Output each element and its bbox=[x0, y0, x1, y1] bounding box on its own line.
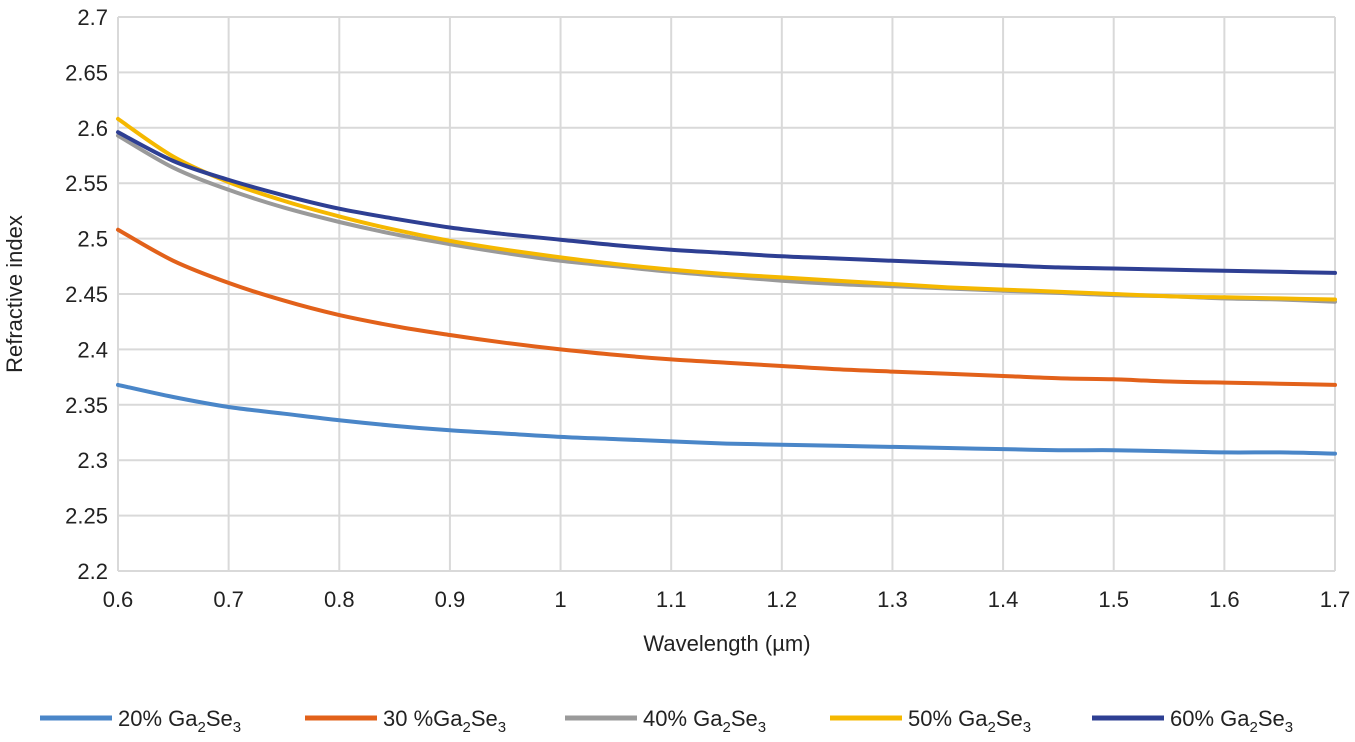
legend-label-sub: 2 bbox=[463, 719, 471, 736]
legend-label: 30 %Ga2Se3 bbox=[383, 706, 506, 736]
legend-label-prefix: 50% Ga bbox=[908, 706, 988, 731]
y-tick-label: 2.6 bbox=[77, 116, 108, 141]
legend-label-prefix: 20% Ga bbox=[118, 706, 198, 731]
legend-label-prefix: 40% Ga bbox=[643, 706, 723, 731]
y-tick-label: 2.7 bbox=[77, 5, 108, 30]
x-tick-label: 1 bbox=[554, 587, 566, 612]
legend-label-mid: Se bbox=[471, 706, 498, 731]
legend-label-mid: Se bbox=[731, 706, 758, 731]
series-line-5 bbox=[116, 130, 1337, 275]
x-tick-label: 1.5 bbox=[1098, 587, 1129, 612]
x-tick-label: 1.2 bbox=[767, 587, 798, 612]
x-tick-label: 1.6 bbox=[1209, 587, 1240, 612]
legend-label-sub: 3 bbox=[498, 719, 506, 736]
x-tick-label: 0.8 bbox=[324, 587, 355, 612]
legend-item-5: 60% Ga2Se3 bbox=[1092, 706, 1293, 736]
x-tick-label: 0.9 bbox=[435, 587, 466, 612]
legend-label-sub: 3 bbox=[1023, 719, 1031, 736]
legend-label-sub: 2 bbox=[723, 719, 731, 736]
legend-label-prefix: 30 %Ga bbox=[383, 706, 463, 731]
legend-item-2: 30 %Ga2Se3 bbox=[305, 706, 506, 736]
legend-label-sub: 3 bbox=[233, 719, 241, 736]
legend-label-mid: Se bbox=[1258, 706, 1285, 731]
legend-label-sub: 3 bbox=[1285, 719, 1293, 736]
y-tick-label: 2.45 bbox=[65, 282, 108, 307]
legend: 20% Ga2Se3 30 %Ga2Se3 40% Ga2Se3 50% Ga2Se3… bbox=[40, 706, 1293, 736]
x-axis-title: Wavelength (µm) bbox=[643, 631, 810, 656]
legend-item-1: 20% Ga2Se3 bbox=[40, 706, 241, 736]
legend-label-sub: 2 bbox=[198, 719, 206, 736]
legend-label-sub: 2 bbox=[1250, 719, 1258, 736]
y-tick-label: 2.4 bbox=[77, 337, 108, 362]
legend-label: 60% Ga2Se3 bbox=[1170, 706, 1293, 736]
x-tick-label: 1.7 bbox=[1320, 587, 1351, 612]
y-tick-label: 2.25 bbox=[65, 504, 108, 529]
plot-series bbox=[116, 116, 1337, 456]
x-tick-label: 0.6 bbox=[103, 587, 134, 612]
series-line-1 bbox=[116, 382, 1337, 456]
legend-label-mid: Se bbox=[996, 706, 1023, 731]
legend-label-sub: 3 bbox=[758, 719, 766, 736]
series-line-3 bbox=[116, 133, 1337, 304]
x-tick-label: 1.3 bbox=[877, 587, 908, 612]
legend-label-sub: 2 bbox=[988, 719, 996, 736]
gridlines bbox=[117, 16, 1336, 572]
legend-item-3: 40% Ga2Se3 bbox=[565, 706, 766, 736]
legend-item-4: 50% Ga2Se3 bbox=[830, 706, 1031, 736]
legend-label: 20% Ga2Se3 bbox=[118, 706, 241, 736]
y-tick-label: 2.55 bbox=[65, 171, 108, 196]
y-axis-ticks: 2.2 2.25 2.3 2.35 2.4 2.45 2.5 2.55 2.6 2.65 2.7 bbox=[65, 5, 108, 584]
series-line-4 bbox=[116, 116, 1337, 302]
y-tick-label: 2.3 bbox=[77, 448, 108, 473]
x-axis-ticks: 0.6 0.7 0.8 0.9 1 1.1 1.2 1.3 1.4 1.5 1.6 1.7 bbox=[103, 587, 1351, 612]
x-tick-label: 1.4 bbox=[988, 587, 1019, 612]
legend-label: 40% Ga2Se3 bbox=[643, 706, 766, 736]
legend-label-prefix: 60% Ga bbox=[1170, 706, 1250, 731]
y-tick-label: 2.65 bbox=[65, 60, 108, 85]
y-tick-label: 2.35 bbox=[65, 393, 108, 418]
legend-label: 50% Ga2Se3 bbox=[908, 706, 1031, 736]
series-line-2 bbox=[116, 227, 1337, 387]
x-tick-label: 0.7 bbox=[213, 587, 244, 612]
x-tick-label: 1.1 bbox=[656, 587, 687, 612]
y-axis-title: Refractive index bbox=[2, 215, 27, 373]
y-tick-label: 2.5 bbox=[77, 227, 108, 252]
legend-label-mid: Se bbox=[206, 706, 233, 731]
y-tick-label: 2.2 bbox=[77, 559, 108, 584]
